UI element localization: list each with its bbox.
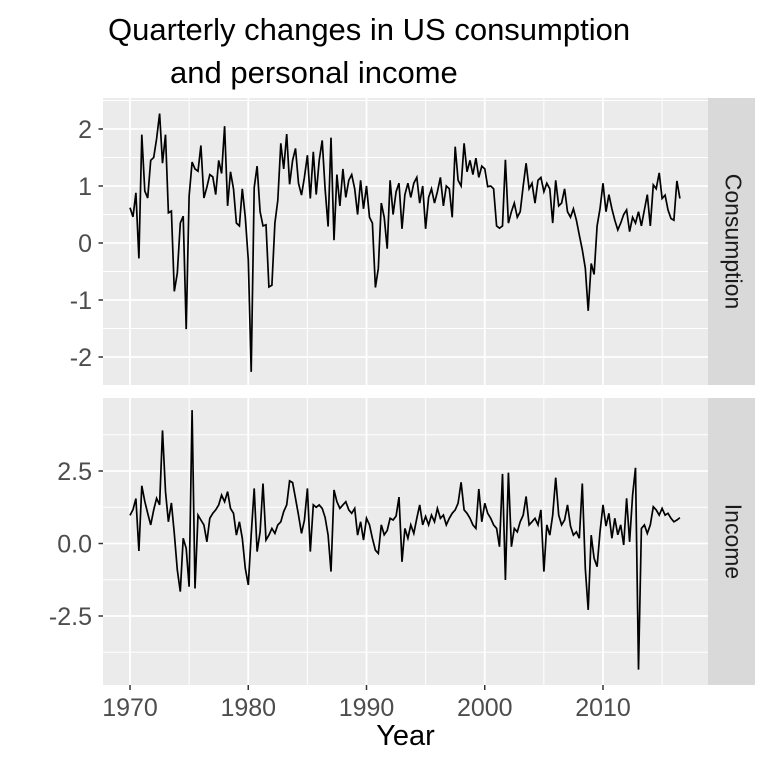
consumption-series-line — [129, 113, 681, 372]
x-tick-label: 1990 — [339, 694, 395, 722]
x-tick-label: 2000 — [457, 694, 513, 722]
income-facet-strip — [708, 398, 755, 685]
y-tick-label: 2.5 — [57, 458, 92, 486]
x-tick-label: 1980 — [220, 694, 276, 722]
plot-title-line1: Quarterly changes in US consumption — [108, 12, 631, 47]
y-tick-label: 0.0 — [57, 531, 92, 559]
x-axis-title: Year — [376, 720, 435, 752]
plot-title-line2: and personal income — [170, 55, 458, 90]
income-strip-label: Income — [720, 504, 746, 579]
y-tick-label: -2 — [70, 344, 92, 372]
consumption-facet-strip — [708, 98, 755, 385]
x-tick-label: 2010 — [575, 694, 631, 722]
income-panel — [103, 398, 708, 685]
y-tick-label: 2 — [78, 116, 92, 144]
y-tick-label: 1 — [78, 173, 92, 201]
y-tick-label: 0 — [78, 230, 92, 258]
consumption-panel — [103, 98, 708, 385]
consumption-strip-label: Consumption — [720, 174, 746, 310]
y-tick-label: -2.5 — [49, 603, 92, 631]
income-series-line — [129, 410, 681, 670]
x-tick-label: 1970 — [102, 694, 158, 722]
y-tick-label: -1 — [70, 287, 92, 315]
